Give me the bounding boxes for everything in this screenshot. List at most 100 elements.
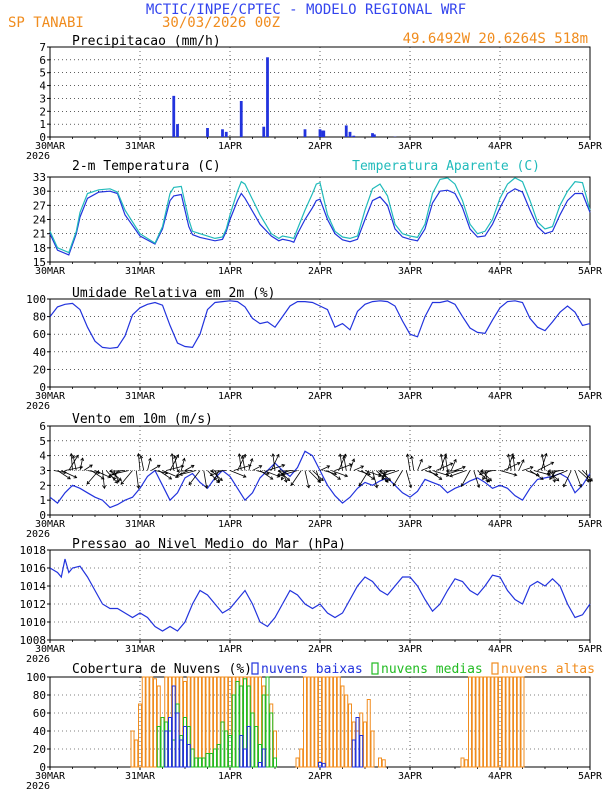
wind-arrow	[61, 470, 77, 479]
cloud-bar	[468, 676, 472, 768]
cloud-bar	[239, 735, 244, 768]
precip-bar	[176, 124, 179, 137]
cloud-bar	[475, 676, 480, 768]
wind-arrow-head	[529, 466, 534, 470]
cloud-bar	[498, 676, 502, 768]
wind-arrow-head	[387, 477, 392, 482]
wind-arrow	[327, 470, 341, 480]
wind-arrow	[233, 464, 252, 471]
wind-arrow-head	[550, 474, 555, 478]
cloud-bar	[509, 676, 514, 768]
wind-arrow	[547, 470, 564, 472]
cloud-bar	[198, 676, 202, 768]
x-year-label: 2026	[26, 529, 50, 540]
wind-arrow-head	[170, 453, 175, 457]
precip-bar	[372, 134, 376, 137]
wind-arrow-head	[552, 479, 557, 483]
wind-arrow	[79, 458, 84, 471]
x-tick-label: 3APR	[398, 391, 423, 402]
main-title: MCTIC/INPE/CPTEC - MODELO REGIONAL WRF	[146, 2, 466, 18]
cloud-bar	[138, 703, 142, 768]
precip-bar	[318, 129, 322, 137]
wind-arrow	[417, 459, 423, 471]
cloud-bar	[333, 676, 337, 768]
wind-arrow-head	[378, 469, 383, 473]
cloud-bar	[201, 757, 206, 768]
x-tick-label: 31MAR	[125, 771, 156, 782]
panel-title: Umidade Relativa em 2m (%)	[72, 286, 276, 301]
y-tick-label: 24	[33, 214, 47, 227]
wind-arrow-head	[242, 474, 247, 478]
coordinates: 49.6492W 20.6264S 518m	[403, 31, 588, 47]
wind-arrow-head	[342, 455, 347, 459]
wind-arrow	[353, 465, 364, 471]
cloud-bar	[336, 676, 341, 768]
x-tick-label: 2APR	[308, 391, 333, 402]
wind-arrow-head	[276, 453, 280, 458]
y-tick-label: 7	[39, 41, 46, 54]
wind-arrow	[551, 470, 568, 478]
wind-arrow-head	[116, 479, 120, 483]
legend-apparent-temp: Temperatura Aparente (C)	[352, 159, 540, 174]
cloud-bar	[299, 748, 304, 768]
wind-arrow-head	[190, 464, 195, 469]
wind-arrow	[280, 470, 298, 476]
wind-arrow	[421, 466, 432, 471]
cloud-bar	[516, 676, 521, 768]
wind-arrow-head	[476, 484, 481, 489]
wind-arrow	[358, 470, 370, 486]
y-tick-label: 60	[33, 707, 46, 720]
y-tick-label: 30	[33, 185, 46, 198]
x-tick-label: 2APR	[308, 771, 333, 782]
cloud-bar	[329, 676, 334, 768]
wind-arrow-head	[102, 485, 107, 490]
wind-arrow	[169, 454, 179, 471]
wind-arrow-head	[482, 476, 486, 481]
wind-arrow	[446, 470, 463, 472]
wind-arrow-head	[80, 457, 85, 462]
legend-swatch	[491, 662, 499, 675]
wind-arrow-head	[176, 469, 180, 474]
panel-3: 0 20 40 60 80 100 30MAR 31MAR 1APR 2APR 3APR 4APR 5A…	[26, 286, 603, 412]
wind-arrow-head	[405, 453, 410, 458]
wind-arrow	[537, 461, 554, 471]
wind-arrow-head	[562, 483, 567, 488]
cloud-bar	[220, 721, 225, 768]
x-tick-label: 4APR	[488, 644, 513, 655]
cloud-bar	[261, 748, 266, 768]
wind-arrow	[72, 455, 77, 471]
wind-arrow	[70, 453, 73, 471]
cloud-bar	[483, 676, 487, 768]
wind-arrow	[428, 470, 442, 480]
x-tick-label: 3APR	[398, 266, 423, 277]
cloud-bar	[344, 694, 349, 768]
wind-arrow	[574, 470, 582, 488]
series-line-temperature	[49, 188, 591, 256]
cloud-bar	[250, 712, 255, 768]
wind-arrow-head	[549, 476, 553, 481]
wind-arrow-head	[216, 479, 221, 483]
cloud-bar	[153, 678, 157, 768]
wind-arrow	[379, 470, 396, 472]
wind-arrow	[147, 458, 151, 471]
precip-bar	[262, 126, 266, 137]
wind-arrow	[585, 470, 589, 483]
x-tick-label: 5APR	[578, 266, 603, 277]
wind-arrow	[526, 470, 540, 476]
wind-arrow	[267, 464, 285, 471]
wind-arrow	[343, 455, 347, 471]
wind-arrow-head	[555, 477, 560, 482]
y-tick-label: 15	[33, 256, 46, 269]
y-tick-label: 1008	[20, 634, 47, 647]
y-tick-label: 27	[33, 199, 46, 212]
wind-arrow-head	[343, 453, 347, 458]
wind-arrow	[392, 470, 403, 487]
panel-title: Pressao ao Nivel Medio do Mar (hPa)	[72, 537, 346, 552]
y-tick-label: 2	[39, 105, 46, 118]
y-tick-label: 33	[33, 171, 46, 184]
y-tick-label: 0	[39, 131, 46, 144]
cloud-bar	[494, 676, 499, 768]
wind-arrow	[203, 470, 208, 489]
